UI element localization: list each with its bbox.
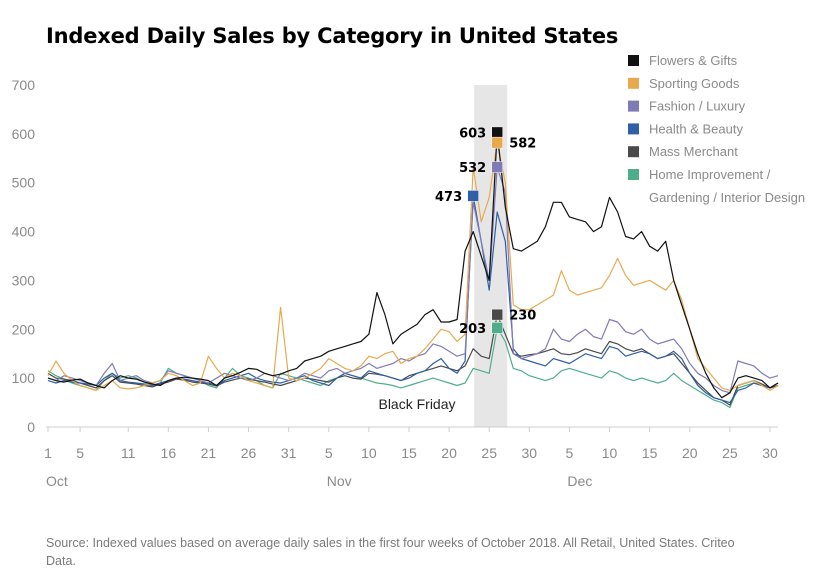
legend-label: Home Improvement /	[649, 167, 771, 182]
legend-label: Sporting Goods	[649, 76, 740, 91]
chart-title: Indexed Daily Sales by Category in Unite…	[46, 24, 619, 48]
y-axis: 0 100 200 300 400 500 600 700	[12, 77, 36, 435]
legend-swatch	[628, 146, 639, 158]
x-tick-label: 31	[281, 445, 297, 461]
y-tick-label: 300	[12, 272, 36, 288]
x-tick-label: 21	[201, 445, 217, 461]
y-tick-label: 100	[12, 370, 36, 386]
x-tick-label: 1	[44, 445, 52, 461]
x-tick-label: 5	[566, 445, 574, 461]
y-tick-label: 200	[12, 321, 36, 337]
legend-label: Fashion / Luxury	[649, 99, 746, 114]
legend-swatch	[628, 77, 639, 89]
legend-swatch	[628, 55, 639, 66]
x-tick-label: 10	[361, 445, 377, 461]
x-tick-label: 15	[642, 445, 658, 461]
y-tick-label: 0	[27, 419, 35, 435]
x-month-label: Dec	[567, 473, 592, 489]
legend-item: Home Improvement / Gardening / Interior D…	[628, 167, 805, 205]
peak-marker	[491, 308, 503, 321]
legend-item: Flowers & Gifts	[628, 53, 738, 68]
legend-swatch	[628, 123, 639, 135]
x-month-label: Nov	[327, 473, 352, 489]
series-lines	[47, 131, 779, 409]
legend-swatch	[628, 100, 639, 112]
x-tick-label: 11	[121, 445, 136, 461]
x-tick-label: 25	[481, 445, 497, 461]
x-tick-label: 25	[722, 445, 738, 461]
y-tick-label: 500	[12, 175, 36, 191]
x-tick-label: 30	[762, 445, 778, 461]
legend-label: Mass Merchant	[649, 144, 738, 159]
legend-label: Flowers & Gifts	[649, 53, 738, 68]
x-tick-label: 26	[241, 445, 257, 461]
legend-swatch	[628, 169, 639, 180]
line-chart: 0 100 200 300 400 500 600 700 1 Oct 5 11 16 21 26 31 5 N…	[12, 53, 805, 489]
peak-label: 473	[435, 190, 462, 205]
x-month-label: Oct	[46, 473, 68, 489]
peak-marker	[491, 126, 503, 139]
peak-label: 230	[509, 309, 536, 324]
legend: Flowers & Gifts Sporting Goods Fashion / L…	[628, 53, 805, 205]
series-line	[47, 131, 779, 399]
source-note: Source: Indexed values based on average …	[46, 536, 735, 568]
x-tick-label: 30	[522, 445, 538, 461]
peak-label: 582	[509, 137, 536, 152]
y-tick-label: 700	[12, 77, 36, 93]
peak-label: 532	[459, 161, 486, 176]
peak-markers: 603 582 532 473 230 203	[435, 126, 536, 336]
series-line	[47, 166, 779, 394]
legend-item: Health & Beauty	[628, 121, 743, 136]
peak-marker	[491, 161, 503, 173]
peak-marker	[467, 190, 479, 202]
series-line	[47, 327, 779, 409]
peak-label: 203	[459, 322, 486, 337]
x-tick-label: 10	[602, 445, 618, 461]
legend-item: Sporting Goods	[628, 76, 740, 91]
series-line	[47, 314, 779, 406]
x-tick-label: 5	[325, 445, 333, 461]
x-tick-label: 20	[441, 445, 457, 461]
black-friday-label: Black Friday	[378, 396, 455, 412]
x-tick-label: 5	[76, 445, 84, 461]
legend-item: Fashion / Luxury	[628, 99, 746, 114]
legend-label: Health & Beauty	[649, 121, 743, 136]
y-tick-label: 600	[12, 126, 36, 142]
x-tick-label: 15	[401, 445, 417, 461]
y-tick-label: 400	[12, 224, 36, 240]
legend-label: Gardening / Interior Design	[649, 190, 805, 205]
x-tick-label: 16	[161, 445, 177, 461]
series-line	[47, 142, 779, 391]
peak-marker	[491, 322, 503, 334]
x-axis: 1 Oct 5 11 16 21 26 31 5 Nov 10 15 20 25 30 5 Dec 10 15 20 2…	[44, 427, 778, 489]
legend-item: Mass Merchant	[628, 144, 738, 159]
x-tick-label: 20	[682, 445, 698, 461]
peak-marker	[491, 136, 503, 149]
peak-label: 603	[459, 126, 486, 141]
series-line	[47, 195, 779, 404]
